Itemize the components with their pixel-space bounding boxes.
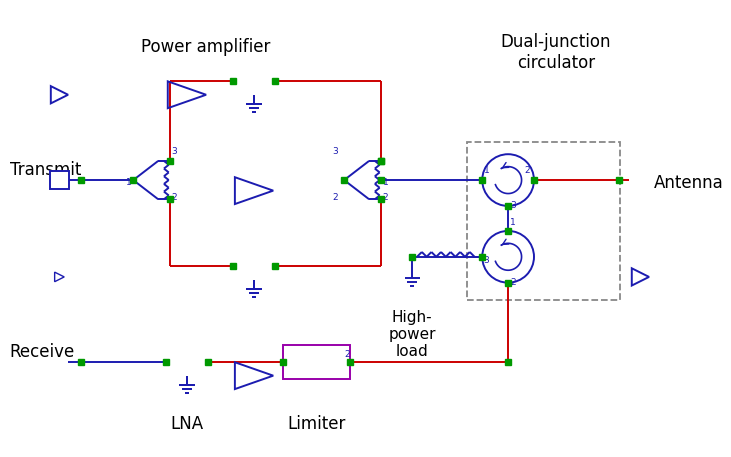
Text: Power amplifier: Power amplifier <box>141 38 270 56</box>
Text: 3: 3 <box>333 147 338 156</box>
Text: LNA: LNA <box>170 415 203 433</box>
Bar <box>283 345 350 379</box>
Text: 3: 3 <box>172 147 178 156</box>
Bar <box>467 142 621 300</box>
Text: Dual-junction
circulator: Dual-junction circulator <box>501 33 611 72</box>
Text: 2: 2 <box>172 193 177 202</box>
Text: 1: 1 <box>126 178 132 187</box>
Text: 2: 2 <box>344 351 350 360</box>
Text: 2: 2 <box>382 193 388 202</box>
Text: High-
power
load: High- power load <box>388 309 436 359</box>
Text: 3: 3 <box>510 201 516 210</box>
Bar <box>50 171 69 189</box>
Text: 2: 2 <box>510 277 515 287</box>
Text: 2: 2 <box>333 193 338 202</box>
Text: 1: 1 <box>510 218 516 227</box>
Text: 1: 1 <box>382 178 388 187</box>
Text: Limiter: Limiter <box>287 415 346 433</box>
Text: Receive: Receive <box>10 343 75 361</box>
Text: Transmit: Transmit <box>10 161 81 179</box>
Text: Antenna: Antenna <box>654 174 724 192</box>
Text: 1: 1 <box>484 166 490 175</box>
Text: 2: 2 <box>524 166 530 175</box>
Text: 1: 1 <box>284 351 289 360</box>
Text: 3: 3 <box>483 256 489 266</box>
